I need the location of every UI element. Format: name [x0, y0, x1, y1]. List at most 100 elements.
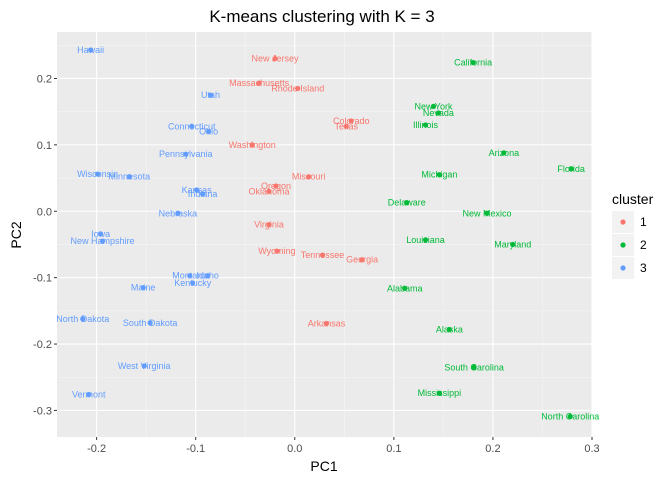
x-axis-title: PC1	[310, 458, 337, 474]
point-label: Maine	[131, 283, 156, 293]
data-point	[189, 123, 195, 129]
data-point	[175, 210, 181, 216]
point-label: Oregon	[261, 181, 291, 191]
data-point	[256, 80, 262, 86]
point-label: Rhode Island	[271, 83, 324, 93]
point-label: New York	[414, 101, 453, 111]
data-point	[323, 320, 330, 327]
point-label: Tennessee	[301, 250, 345, 260]
data-point	[266, 221, 272, 228]
point-label: Arkansas	[308, 318, 346, 328]
data-point	[249, 142, 255, 148]
legend: cluster 1 2 3	[612, 191, 654, 279]
data-point	[306, 174, 312, 180]
data-point	[86, 391, 92, 398]
x-tick-label: -0.1	[186, 443, 205, 455]
legend-items: 1 2 3	[612, 211, 647, 279]
x-axis-ticks: -0.2 -0.1 0.0 0.1 0.2 0.3	[87, 437, 600, 455]
x-tick-label: 0.1	[386, 443, 401, 455]
point-label: Ohio	[199, 127, 218, 137]
data-point	[436, 172, 443, 178]
point-label: Washington	[229, 140, 276, 150]
data-point	[295, 85, 301, 92]
point-label: Wisconsin	[77, 169, 118, 179]
point-label: Missouri	[292, 172, 326, 182]
point-label: Kansas	[182, 185, 213, 195]
data-point	[422, 237, 429, 243]
data-point	[510, 241, 516, 248]
data-point	[430, 103, 437, 109]
point-label: Pennsylvania	[159, 149, 213, 159]
y-tick-label: -0.1	[33, 273, 52, 285]
point-label: Colorado	[333, 116, 370, 126]
legend-swatch	[620, 265, 626, 271]
data-point	[273, 183, 279, 189]
data-point	[422, 122, 429, 128]
data-point	[343, 123, 349, 129]
point-label: Alabama	[387, 283, 423, 293]
legend-label: 1	[640, 215, 647, 229]
x-tick-label: 0.2	[485, 443, 500, 455]
data-point	[348, 118, 354, 124]
data-point	[359, 257, 365, 263]
data-point	[194, 187, 200, 193]
data-point	[88, 47, 94, 53]
point-label: Kentucky	[174, 278, 212, 288]
data-point	[470, 59, 476, 66]
y-axis-title: PC2	[8, 221, 24, 248]
y-tick-label: 0.0	[37, 206, 52, 218]
x-tick-label: 0.3	[584, 443, 599, 455]
data-point	[501, 150, 507, 156]
legend-swatch	[620, 242, 626, 248]
data-point	[204, 273, 211, 279]
data-point	[187, 273, 193, 279]
legend-label: 2	[640, 238, 647, 252]
data-point	[436, 390, 443, 396]
data-point	[471, 364, 477, 370]
legend-label: 3	[640, 261, 647, 275]
data-point	[207, 92, 214, 98]
data-point	[272, 55, 278, 62]
data-point	[190, 280, 196, 286]
data-point	[446, 326, 452, 333]
point-label: California	[454, 58, 492, 68]
point-label: Mississippi	[418, 388, 462, 398]
point-label: Arizona	[489, 148, 520, 158]
point-label: Maryland	[494, 239, 531, 249]
chart-title: K-means clustering with K = 3	[209, 7, 434, 26]
data-point	[274, 248, 280, 254]
data-point	[435, 110, 442, 116]
point-label: Vermont	[72, 390, 106, 400]
y-tick-label: -0.2	[33, 339, 52, 351]
data-point	[183, 151, 189, 157]
data-point	[200, 191, 206, 197]
point-label: South Carolina	[444, 362, 504, 372]
point-label: Texas	[335, 121, 359, 131]
point-label: Nevada	[423, 108, 454, 118]
point-label: Iowa	[91, 229, 110, 239]
point-label: Delaware	[388, 198, 426, 208]
point-label: Illinois	[413, 120, 439, 130]
grid-major	[57, 32, 593, 437]
point-label: Louisiana	[406, 235, 445, 245]
legend-swatch	[620, 219, 626, 225]
point-label: Wyoming	[258, 246, 295, 256]
point-label: Massachusetts	[229, 78, 290, 88]
point-label: Virginia	[254, 220, 284, 230]
data-point	[126, 174, 132, 180]
point-label: Idaho	[196, 271, 219, 281]
point-label: New Jersey	[251, 54, 299, 64]
x-tick-label: -0.2	[87, 443, 106, 455]
y-tick-label: -0.3	[33, 405, 52, 417]
point-label: North Dakota	[56, 314, 109, 324]
point-label: West Virginia	[118, 361, 171, 371]
x-tick-label: 0.0	[287, 443, 302, 455]
point-label: Montana	[172, 271, 207, 281]
data-points	[80, 47, 574, 420]
data-point	[147, 320, 153, 326]
data-point	[568, 166, 574, 172]
point-label: New Mexico	[462, 208, 511, 218]
data-point	[80, 316, 86, 322]
point-label: Alaska	[436, 324, 463, 334]
